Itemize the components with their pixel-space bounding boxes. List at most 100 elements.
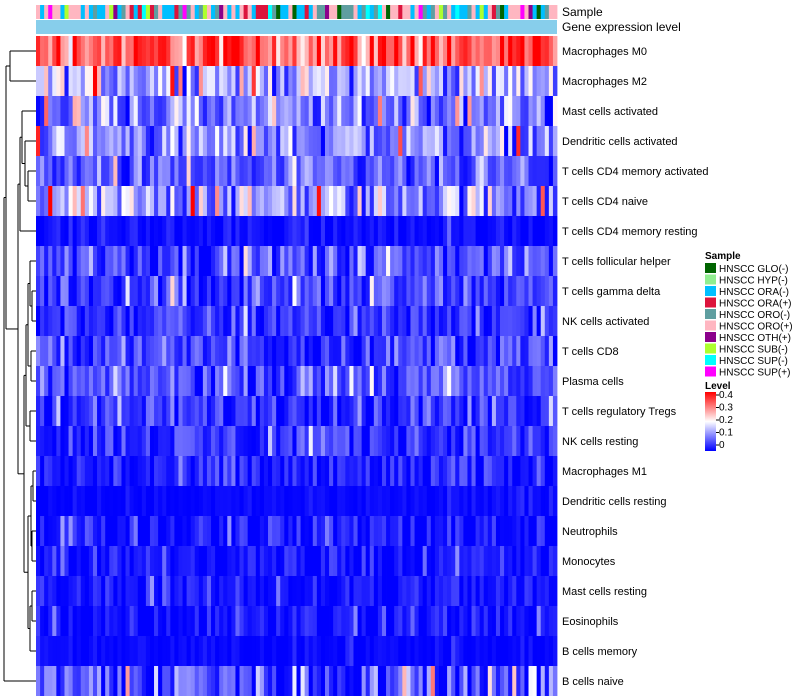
heatmap-cell [455, 36, 460, 66]
heatmap-cell [280, 516, 285, 546]
heatmap-cell [402, 666, 407, 696]
sample-cell [504, 5, 509, 19]
heatmap-cell [178, 486, 183, 516]
heatmap-cell [516, 606, 521, 636]
sample-cell [149, 5, 155, 19]
heatmap-cell [349, 486, 354, 516]
heatmap-cell [145, 246, 151, 276]
sample-cell [357, 5, 363, 19]
heatmap-cell [361, 276, 367, 306]
heatmap-cell [316, 666, 322, 696]
heatmap-cell [381, 366, 387, 396]
heatmap-cell [68, 246, 74, 276]
heatmap-cell [202, 36, 208, 66]
sample-cell [52, 5, 57, 19]
heatmap-cell [304, 456, 310, 486]
heatmap-cell [381, 606, 387, 636]
heatmap-cell [483, 456, 489, 486]
heatmap-cell [536, 306, 542, 336]
heatmap-cell [459, 186, 464, 216]
heatmap-cell [129, 486, 135, 516]
heatmap-cell [162, 156, 167, 186]
heatmap-cell [516, 366, 521, 396]
heatmap-cell [438, 576, 444, 606]
heatmap-cell [516, 666, 521, 696]
sample-cell [206, 5, 212, 19]
heatmap-cell [434, 396, 440, 426]
heatmap-cell [288, 126, 293, 156]
heatmap-cell [316, 426, 322, 456]
heatmap-cell [438, 216, 444, 246]
heatmap-cell [235, 36, 240, 66]
heatmap-cell [68, 426, 74, 456]
heatmap-cell [121, 546, 126, 576]
sample-cell [312, 5, 318, 19]
sample-cell [381, 5, 387, 19]
heatmap-cell [544, 456, 550, 486]
heatmap-cell [512, 366, 517, 396]
heatmap-cell [194, 96, 200, 126]
heatmap-cell [528, 426, 533, 456]
heatmap-cell [312, 606, 318, 636]
heatmap-cell [308, 546, 314, 576]
heatmap-row [36, 366, 558, 396]
heatmap-cell [426, 246, 432, 276]
heatmap-cell [56, 156, 61, 186]
heatmap-cell [251, 636, 257, 666]
heatmap-cell [284, 276, 289, 306]
heatmap-cell [182, 456, 187, 486]
heatmap-cell [170, 606, 175, 636]
heatmap-cell [272, 276, 277, 306]
heatmap-cell [447, 276, 452, 306]
heatmap-cell [495, 186, 501, 216]
sample-legend-label: HNSCC SUP(+) [719, 368, 790, 379]
heatmap-cell [320, 156, 326, 186]
heatmap-cell [125, 426, 131, 456]
sample-cell [361, 5, 367, 19]
heatmap-cell [455, 156, 460, 186]
heatmap-cell [479, 246, 485, 276]
heatmap-cell [524, 486, 529, 516]
heatmap-cell [219, 606, 224, 636]
sample-legend-swatch [705, 263, 716, 273]
heatmap-cell [451, 96, 456, 126]
heatmap-cell [227, 126, 232, 156]
heatmap-cell [377, 186, 383, 216]
heatmap-cell [479, 516, 485, 546]
heatmap-cell [520, 456, 525, 486]
heatmap-cell [483, 666, 489, 696]
heatmap-cell [520, 666, 525, 696]
heatmap-cell [198, 96, 204, 126]
heatmap-cell [129, 276, 135, 306]
heatmap-cell [353, 546, 358, 576]
heatmap-cell [402, 516, 407, 546]
heatmap-cell [247, 96, 253, 126]
heatmap-cell [516, 636, 521, 666]
heatmap-cell [101, 246, 106, 276]
heatmap-cell [430, 486, 436, 516]
heatmap-cell [349, 426, 354, 456]
heatmap-cell [418, 126, 424, 156]
heatmap-cell [121, 156, 126, 186]
heatmap-cell [243, 426, 249, 456]
heatmap-cell [121, 456, 126, 486]
sample-cell [540, 5, 546, 19]
heatmap-cell [296, 306, 301, 336]
heatmap-cell [418, 66, 424, 96]
heatmap-cell [390, 216, 395, 246]
heatmap-cell [333, 336, 338, 366]
heatmap-cell [532, 396, 538, 426]
heatmap-cell [434, 336, 440, 366]
heatmap-cell [345, 186, 350, 216]
heatmap-cell [72, 456, 78, 486]
heatmap-cell [97, 276, 102, 306]
heatmap-cell [211, 186, 216, 216]
heatmap-cell [68, 576, 74, 606]
sample-cell [182, 5, 187, 19]
heatmap-cell [430, 426, 436, 456]
heatmap-cell [316, 276, 322, 306]
heatmap-cell [447, 216, 452, 246]
heatmap-cell [426, 576, 432, 606]
heatmap-cell [316, 516, 322, 546]
heatmap-cell [532, 186, 538, 216]
